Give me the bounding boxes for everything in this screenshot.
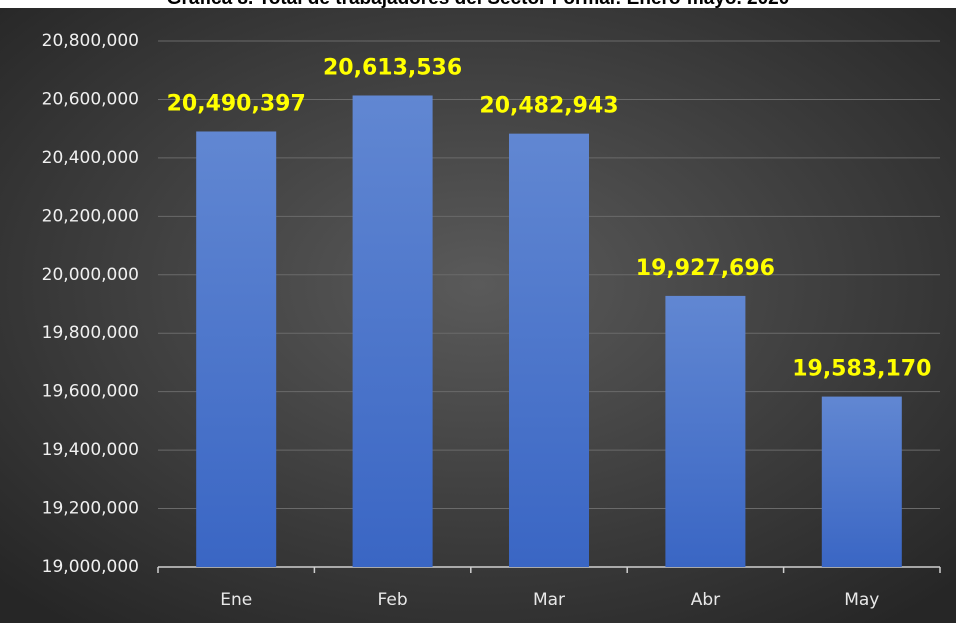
- y-tick-label: 20,000,000: [42, 265, 139, 285]
- data-label: 20,490,397: [167, 91, 306, 116]
- data-label: 19,927,696: [636, 256, 775, 281]
- y-tick-label: 20,600,000: [42, 89, 139, 109]
- x-tick-label: Feb: [378, 590, 408, 610]
- x-tick-label: Abr: [691, 590, 720, 610]
- data-label: 19,583,170: [792, 357, 931, 382]
- y-tick-label: 19,600,000: [42, 382, 139, 402]
- y-tick-label: 20,400,000: [42, 148, 139, 168]
- chart-title: Gráfica 8. Total de trabajadores del Sec…: [167, 0, 790, 9]
- x-tick-label: May: [844, 590, 879, 610]
- bar: [509, 133, 589, 567]
- x-tick-label: Mar: [533, 590, 565, 610]
- x-tick-label: Ene: [220, 590, 252, 610]
- bar: [821, 396, 902, 567]
- bar: [665, 295, 746, 567]
- y-tick-label: 20,800,000: [42, 31, 139, 51]
- y-tick-label: 19,800,000: [42, 323, 139, 343]
- chart-background: [0, 8, 956, 623]
- data-label: 20,613,536: [323, 55, 462, 80]
- y-tick-label: 19,000,000: [42, 557, 139, 577]
- y-tick-label: 19,200,000: [42, 499, 139, 519]
- y-tick-label: 19,400,000: [42, 440, 139, 460]
- bar: [196, 131, 277, 567]
- bar: [352, 95, 433, 567]
- y-tick-label: 20,200,000: [42, 206, 139, 226]
- data-label: 20,482,943: [479, 94, 618, 119]
